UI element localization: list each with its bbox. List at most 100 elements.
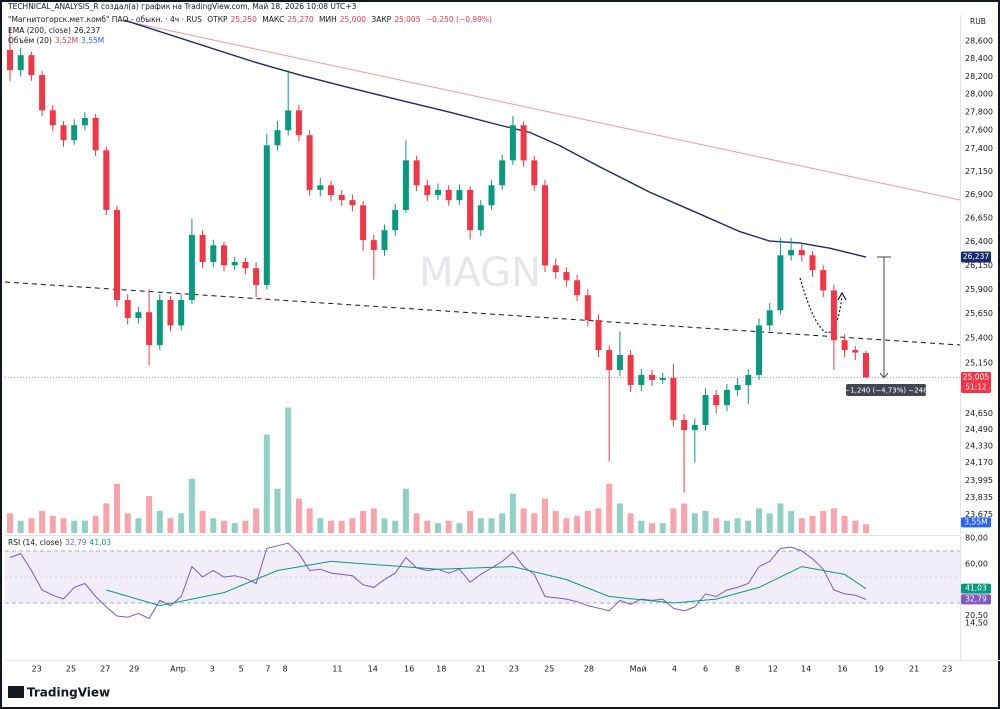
volume-bar <box>49 515 56 533</box>
rsi-ma-tag-label: 41,03 <box>965 584 987 593</box>
candle-body <box>135 312 142 319</box>
candle-body <box>777 255 784 311</box>
y-tick-label: 27,800 <box>965 108 993 117</box>
volume-bar <box>681 503 688 533</box>
candle-body <box>702 395 709 425</box>
candle-body <box>360 205 367 241</box>
x-tick-label: 5 <box>239 665 244 674</box>
volume-bar <box>71 520 78 533</box>
y-tick-label: 26,900 <box>965 190 993 199</box>
candle-body <box>681 419 688 431</box>
candle-body <box>71 125 78 141</box>
x-tick-label: 16 <box>837 665 847 674</box>
candle-body <box>114 209 120 301</box>
y-tick-label: 25,650 <box>965 309 993 318</box>
y-tick-label: 23,835 <box>965 493 993 502</box>
volume-name[interactable]: Объём (20) <box>8 36 52 45</box>
y-tick-label: 28,000 <box>965 90 993 99</box>
candle-body <box>370 240 377 251</box>
countdown-label: 51:12 <box>965 382 987 391</box>
credit-text: TECHNICAL_ANALYSIS_R создал(а) график на… <box>8 2 357 11</box>
measure-arrow <box>879 372 889 379</box>
candle-body <box>509 125 516 161</box>
candle-body <box>798 250 805 256</box>
volume-bar <box>402 488 409 533</box>
candle-body <box>317 185 324 190</box>
volume-bar <box>552 510 559 533</box>
price-tag <box>961 371 991 393</box>
volume-bar <box>92 515 99 533</box>
candle-body <box>756 325 762 375</box>
arrow-head <box>837 291 847 301</box>
volume-bar <box>488 518 495 533</box>
volume-bar <box>841 515 848 533</box>
x-tick-label: 11 <box>332 665 342 674</box>
candle-body <box>520 125 527 161</box>
volume-bar <box>349 518 356 533</box>
volume-bar <box>863 524 869 533</box>
volume-bar <box>242 520 249 533</box>
y-tick-label: 24,650 <box>965 409 993 418</box>
candle-body <box>253 268 260 286</box>
rsi-name[interactable]: RSI (14, close) <box>8 538 63 547</box>
candle-body <box>723 389 730 406</box>
volume-bar <box>392 520 399 533</box>
volume-tag <box>961 517 991 528</box>
candle-body <box>616 355 623 370</box>
candle-body <box>402 160 409 210</box>
rsi-tick-label: 60,00 <box>965 559 988 568</box>
candle-body <box>221 245 227 266</box>
trend-line[interactable] <box>119 19 961 201</box>
volume-bar <box>28 518 35 533</box>
rsi-tick-label: 14,50 <box>965 619 988 628</box>
candle-body <box>188 234 195 301</box>
volume-bar <box>606 483 613 533</box>
volume-bar <box>135 518 142 533</box>
volume-bar <box>413 513 420 533</box>
x-tick-label: 28 <box>584 665 594 674</box>
x-tick-label: 8 <box>735 665 740 674</box>
support-line[interactable] <box>4 281 961 346</box>
candle-body <box>242 262 249 269</box>
candle-body <box>820 270 827 291</box>
volume-bar <box>520 508 527 533</box>
y-tick-label: 25,150 <box>965 358 993 367</box>
volume-bar <box>477 518 484 533</box>
candle-body <box>606 350 613 370</box>
volume-bar <box>670 508 677 533</box>
candle-body <box>39 75 46 111</box>
y-tick-label: 26,650 <box>965 213 993 222</box>
watermark: MAGN <box>419 250 541 296</box>
y-tick-label: 24,490 <box>965 425 993 434</box>
y-tick-label: 25,900 <box>965 285 993 294</box>
candle-body <box>49 110 56 126</box>
ema-tag <box>961 251 991 263</box>
candle-body <box>841 340 848 351</box>
ema-legend: EMA (200, close) 26,237 <box>8 26 103 36</box>
volume-legend: Объём (20) 3,52M 3,55M <box>8 36 107 46</box>
y-tick-label: 28,400 <box>965 54 993 63</box>
y-tick-label: 27,600 <box>965 126 993 135</box>
volume-bar <box>445 520 452 533</box>
x-tick-label: 27 <box>100 665 110 674</box>
candle-body <box>413 160 420 186</box>
rsi-tag-label: 32,79 <box>965 594 987 603</box>
measure-label: −1,240 (−4,73%) −248 <box>844 387 927 395</box>
ema-name[interactable]: EMA (200, close) <box>8 26 71 35</box>
y-tick-label: 24,330 <box>965 441 993 450</box>
logo-mark <box>8 686 24 698</box>
volume-bar <box>124 513 131 533</box>
candle-body <box>7 49 13 71</box>
volume-bar <box>114 483 120 533</box>
volume-bar <box>830 508 837 533</box>
volume-bar <box>178 513 185 533</box>
x-tick-label: 23 <box>942 665 952 674</box>
candle-body <box>17 55 24 71</box>
ema-value: 26,237 <box>73 26 101 35</box>
candle-body <box>146 312 153 346</box>
rsi-tag <box>961 594 991 605</box>
symbol[interactable]: "Магнитогорск.мет.комб" ПАО - обыкн. · 4… <box>8 15 202 24</box>
